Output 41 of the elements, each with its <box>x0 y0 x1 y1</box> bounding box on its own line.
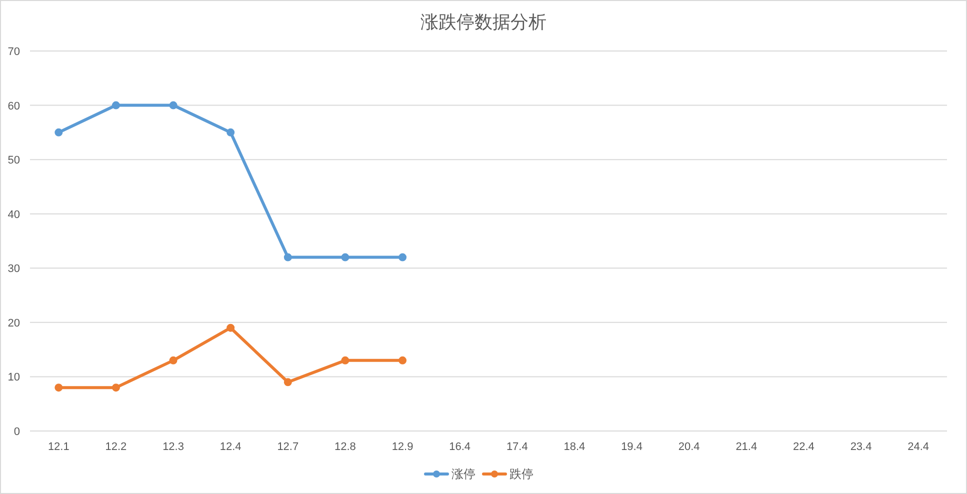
y-tick-label: 70 <box>8 46 20 58</box>
x-tick-label: 19.4 <box>621 441 642 453</box>
x-tick-label: 12.7 <box>277 441 299 453</box>
x-tick-label: 23.4 <box>850 441 872 453</box>
point <box>284 378 292 386</box>
point <box>54 128 63 136</box>
point <box>341 253 350 262</box>
y-tick-label: 50 <box>8 154 20 167</box>
x-tick-label: 12.3 <box>162 441 184 453</box>
point <box>284 253 292 262</box>
point <box>398 253 407 262</box>
point <box>398 356 407 364</box>
x-tick-label: 18.4 <box>564 441 586 453</box>
x-tick-label: 12.1 <box>48 441 70 453</box>
point <box>226 128 235 136</box>
point <box>169 356 178 364</box>
y-tick-label: 0 <box>14 426 20 438</box>
point <box>112 101 120 110</box>
x-tick-label: 12.9 <box>392 441 414 453</box>
y-tick-label: 10 <box>8 372 20 384</box>
x-tick-label: 22.4 <box>793 441 814 453</box>
point <box>341 356 350 364</box>
x-tick-label: 12.4 <box>220 441 242 453</box>
x-tick-label: 20.4 <box>678 441 700 453</box>
x-tick-label: 21.4 <box>736 441 758 453</box>
y-tick-label: 30 <box>8 263 20 276</box>
x-tick-label: 16.4 <box>449 441 471 453</box>
point <box>169 101 178 110</box>
legend-label: 跌停 <box>510 467 534 481</box>
chart-title: 涨跌停数据分析 <box>420 12 546 32</box>
x-tick-label: 24.4 <box>908 441 930 453</box>
point <box>112 384 120 392</box>
y-tick-label: 40 <box>8 208 20 221</box>
legend-label: 涨停 <box>452 467 476 481</box>
y-tick-label: 60 <box>8 100 20 112</box>
point <box>54 384 63 392</box>
x-tick-label: 12.2 <box>105 441 127 453</box>
point <box>226 324 235 332</box>
x-tick-label: 12.8 <box>334 441 356 453</box>
y-tick-label: 20 <box>8 317 20 330</box>
x-tick-label: 17.4 <box>506 441 528 453</box>
